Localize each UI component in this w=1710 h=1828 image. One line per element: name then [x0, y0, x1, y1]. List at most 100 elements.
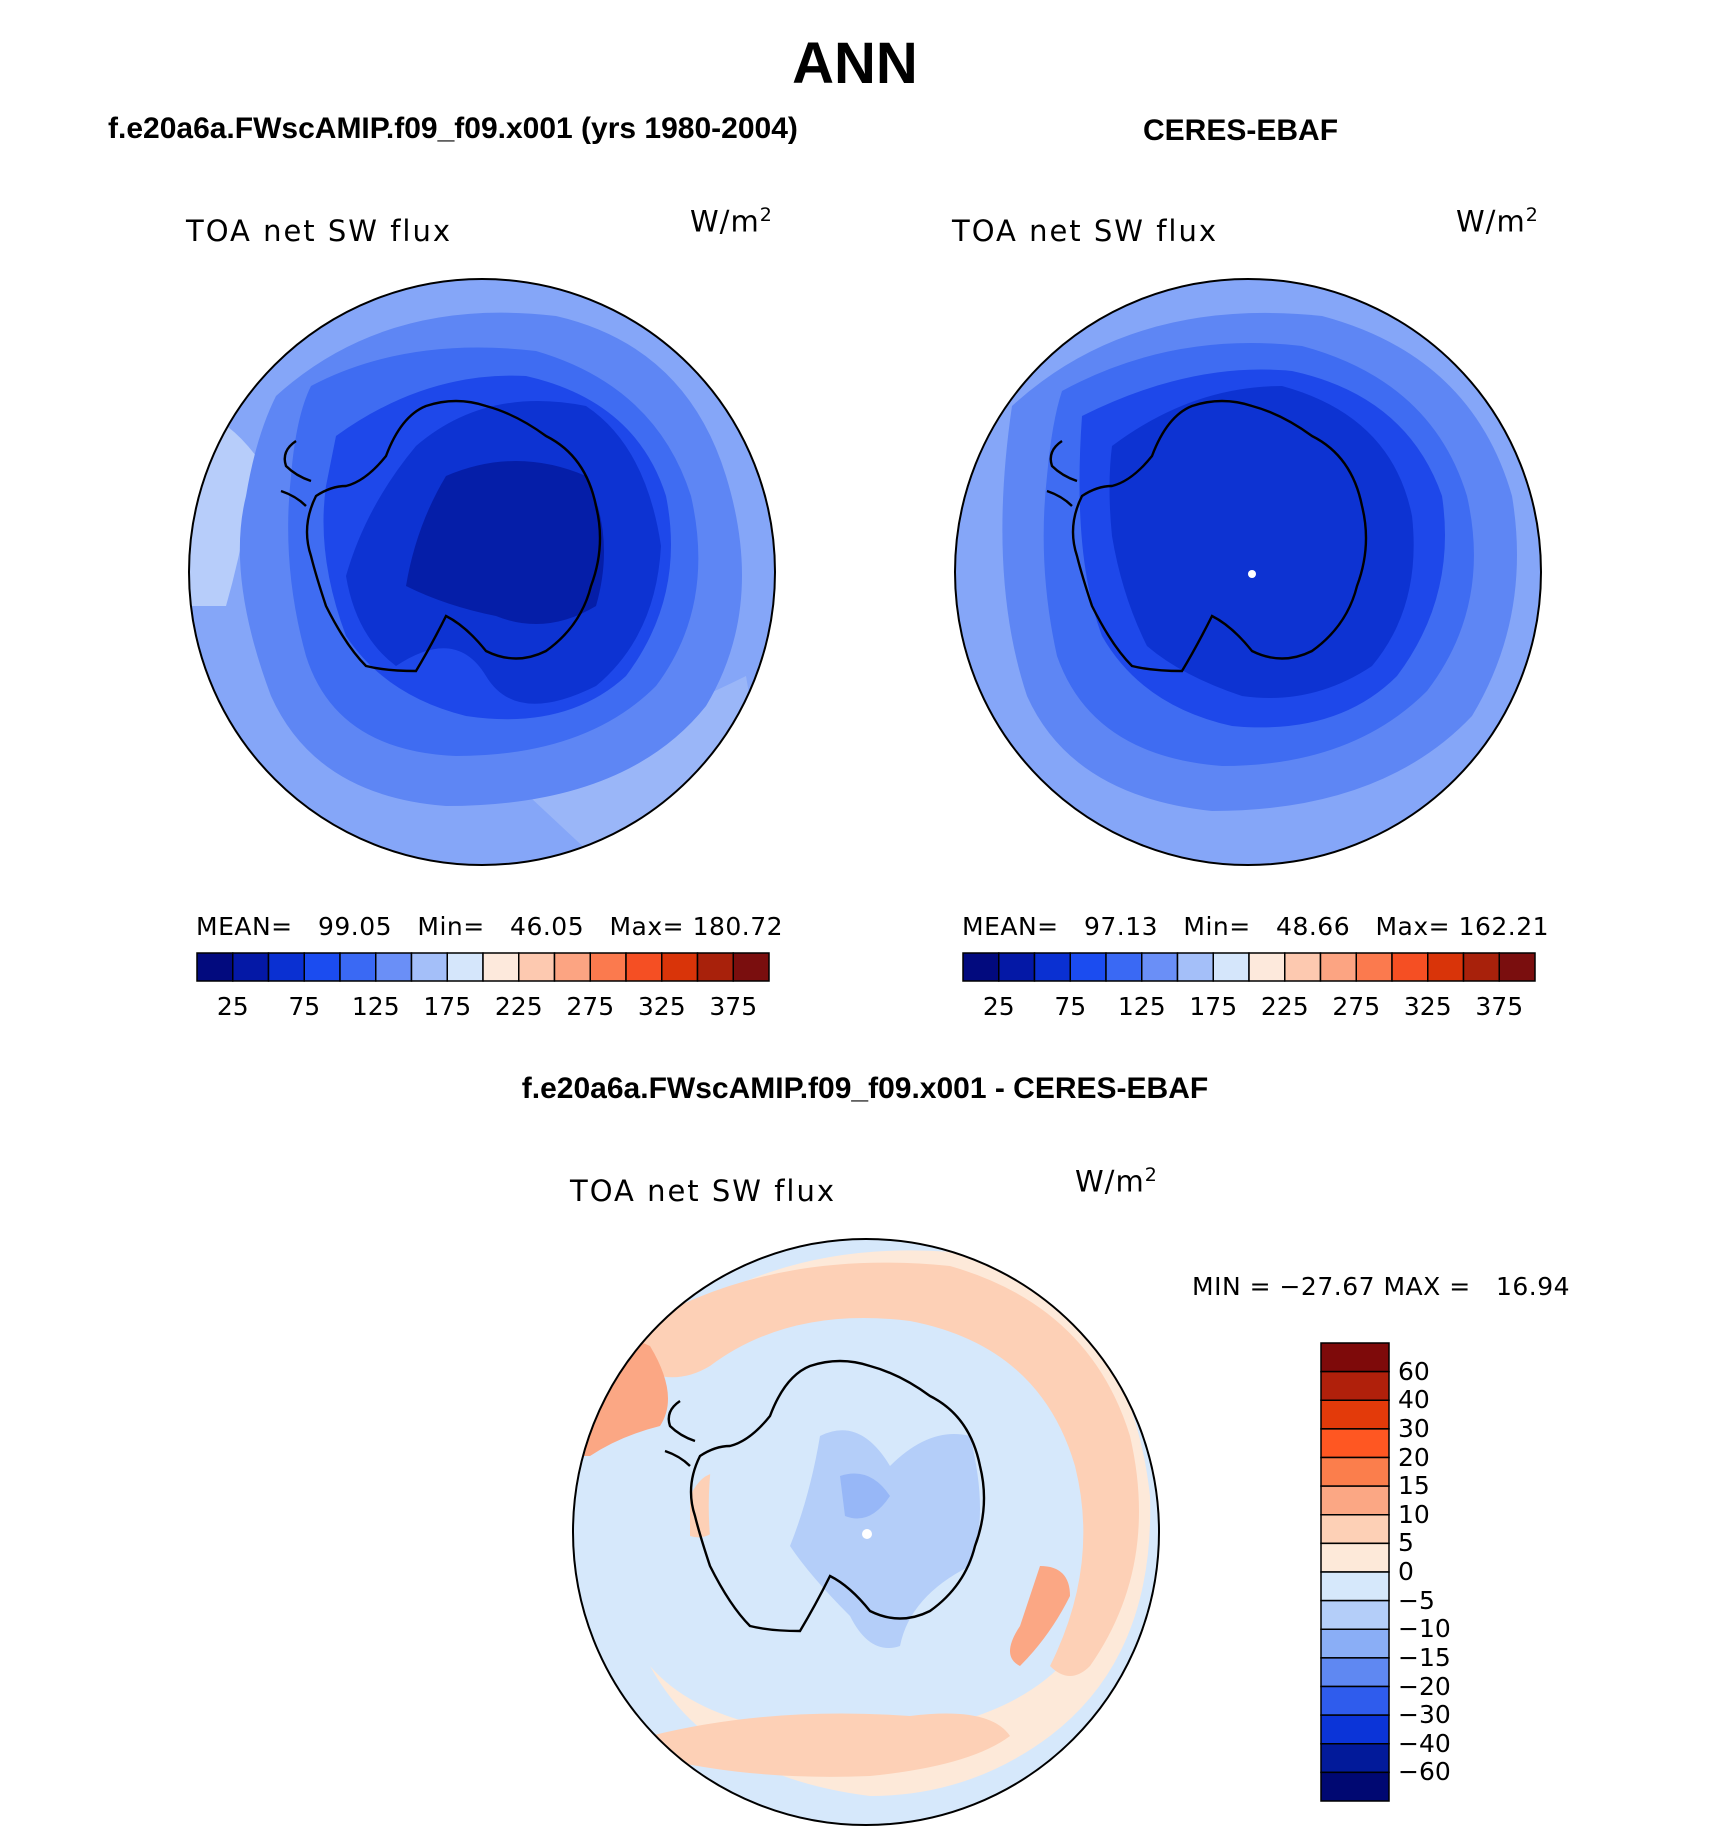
colorbar-swatch — [661, 952, 699, 982]
colorbar-swatch — [1320, 1743, 1390, 1774]
colorbar-tick-label: 5 — [1398, 1528, 1414, 1558]
colorbar-swatch — [339, 952, 377, 982]
colorbar-tick-label: 275 — [566, 992, 615, 1021]
colorbar-swatch — [518, 952, 556, 982]
colorbar-tick-label: 125 — [1117, 992, 1166, 1021]
colorbar-tick-label: 125 — [351, 992, 400, 1021]
colorbar-swatch — [196, 952, 234, 982]
colorbar-tick-label: 175 — [1189, 992, 1238, 1021]
colorbar-swatch — [1320, 1628, 1390, 1659]
panel-1-map — [188, 278, 776, 866]
colorbar-swatch — [1248, 952, 1286, 982]
colorbar-swatch — [1391, 952, 1429, 982]
colorbar-swatch — [1320, 1714, 1390, 1745]
colorbar-tick-label: 25 — [982, 992, 1015, 1021]
panel-2-map-border — [954, 278, 1542, 866]
diff-panel-units-label: W/m2 — [1075, 1164, 1158, 1199]
colorbar-swatch — [1320, 1399, 1390, 1430]
colorbar-tick-label: 40 — [1398, 1385, 1430, 1415]
colorbar-swatch — [1320, 1428, 1390, 1459]
diff-panel-map — [572, 1238, 1160, 1826]
colorbar-tick-label: −20 — [1398, 1671, 1451, 1701]
colorbar-swatch — [1320, 1485, 1390, 1516]
panel-1-contours — [189, 279, 775, 865]
colorbar-swatch — [998, 952, 1036, 982]
colorbar-tick-label: −10 — [1398, 1614, 1451, 1644]
panel-2-colorbar-ticks: 25 75 125 175 225 275 325 375 — [962, 992, 1536, 1024]
colorbar-tick-label: −15 — [1398, 1642, 1451, 1672]
panel-1-units-label: W/m2 — [690, 204, 773, 239]
colorbar-tick-label: 0 — [1398, 1557, 1414, 1586]
panel-2-colorbar — [962, 952, 1536, 982]
colorbar-swatch — [1320, 1571, 1390, 1602]
panel-2-stats: MEAN= 97.13 Min= 48.66 Max= 162.21 — [962, 912, 1550, 941]
colorbar-swatch — [1320, 1599, 1390, 1630]
colorbar-swatch — [1462, 952, 1500, 982]
colorbar-swatch — [1498, 952, 1536, 982]
colorbar-tick-label: 275 — [1332, 992, 1381, 1021]
colorbar-tick-label: −60 — [1398, 1757, 1451, 1787]
panel-1-stats: MEAN= 99.05 Min= 46.05 Max= 180.72 — [196, 912, 784, 941]
colorbar-tick-label: −5 — [1398, 1585, 1435, 1615]
panel-2-units-label: W/m2 — [1456, 204, 1539, 239]
colorbar-swatch — [1141, 952, 1179, 982]
colorbar-swatch — [1176, 952, 1214, 982]
colorbar-tick-label: 225 — [1260, 992, 1309, 1021]
colorbar-swatch — [267, 952, 305, 982]
colorbar-swatch — [553, 952, 591, 982]
colorbar-swatch — [1320, 1456, 1390, 1487]
panel-2-contours — [955, 279, 1541, 865]
panel-1-colorbar — [196, 952, 770, 982]
colorbar-tick-label: −30 — [1398, 1700, 1451, 1730]
diff-panel-minmax: MIN = −27.67 MAX = 16.94 — [1192, 1272, 1571, 1301]
colorbar-swatch — [1069, 952, 1107, 982]
colorbar-tick-label: 375 — [709, 992, 758, 1021]
panel-2-coastline — [1046, 399, 1368, 673]
colorbar-swatch — [1320, 1370, 1390, 1401]
diff-panel-contours — [573, 1239, 1159, 1825]
colorbar-swatch — [732, 952, 770, 982]
panel-1-colorbar-ticks: 25 75 125 175 225 275 325 375 — [196, 992, 770, 1024]
colorbar-tick-label: 325 — [1403, 992, 1452, 1021]
colorbar-swatch — [1320, 1685, 1390, 1716]
colorbar-tick-label: 20 — [1398, 1442, 1430, 1472]
colorbar-tick-label: 175 — [423, 992, 472, 1021]
colorbar-tick-label: 30 — [1398, 1413, 1430, 1443]
diff-panel-colorbar-ticks: 60 40 30 20 15 10 5 0 −5 −10 −15 −20 −30 −40 −60 — [1398, 1342, 1488, 1802]
colorbar-swatch — [1355, 952, 1393, 982]
colorbar-swatch — [696, 952, 734, 982]
colorbar-swatch — [1212, 952, 1250, 982]
panel-2-map — [954, 278, 1542, 866]
colorbar-tick-label: 75 — [1054, 992, 1087, 1021]
colorbar-swatch — [410, 952, 448, 982]
diff-panel-title: f.e20a6a.FWscAMIP.f09_f09.x001 - CERES-E… — [521, 1072, 1209, 1105]
colorbar-tick-label: 225 — [494, 992, 543, 1021]
colorbar-tick-label: 10 — [1398, 1499, 1430, 1529]
colorbar-tick-label: 75 — [288, 992, 321, 1021]
panel-2-title: CERES-EBAF — [1143, 114, 1339, 147]
colorbar-swatch — [375, 952, 413, 982]
colorbar-swatch — [446, 952, 484, 982]
colorbar-swatch — [1320, 1771, 1390, 1802]
colorbar-swatch — [232, 952, 270, 982]
colorbar-swatch — [303, 952, 341, 982]
colorbar-swatch — [1320, 1342, 1390, 1373]
colorbar-tick-label: −40 — [1398, 1728, 1451, 1758]
panel-1-variable-label: TOA net SW flux — [186, 214, 453, 248]
colorbar-swatch — [1427, 952, 1465, 982]
colorbar-swatch — [1320, 1657, 1390, 1688]
diff-panel-variable-label: TOA net SW flux — [570, 1174, 837, 1208]
colorbar-tick-label: 325 — [637, 992, 686, 1021]
panel-1-title: f.e20a6a.FWscAMIP.f09_f09.x001 (yrs 1980… — [108, 112, 798, 145]
colorbar-swatch — [962, 952, 1000, 982]
colorbar-swatch — [1320, 1514, 1390, 1545]
colorbar-swatch — [1284, 952, 1322, 982]
colorbar-swatch — [625, 952, 663, 982]
colorbar-swatch — [589, 952, 627, 982]
panel-2-variable-label: TOA net SW flux — [952, 214, 1219, 248]
diff-panel-coastline — [664, 1359, 986, 1633]
figure-title: ANN — [792, 31, 918, 96]
colorbar-swatch — [482, 952, 520, 982]
colorbar-tick-label: 15 — [1398, 1471, 1430, 1501]
colorbar-tick-label: 25 — [216, 992, 249, 1021]
